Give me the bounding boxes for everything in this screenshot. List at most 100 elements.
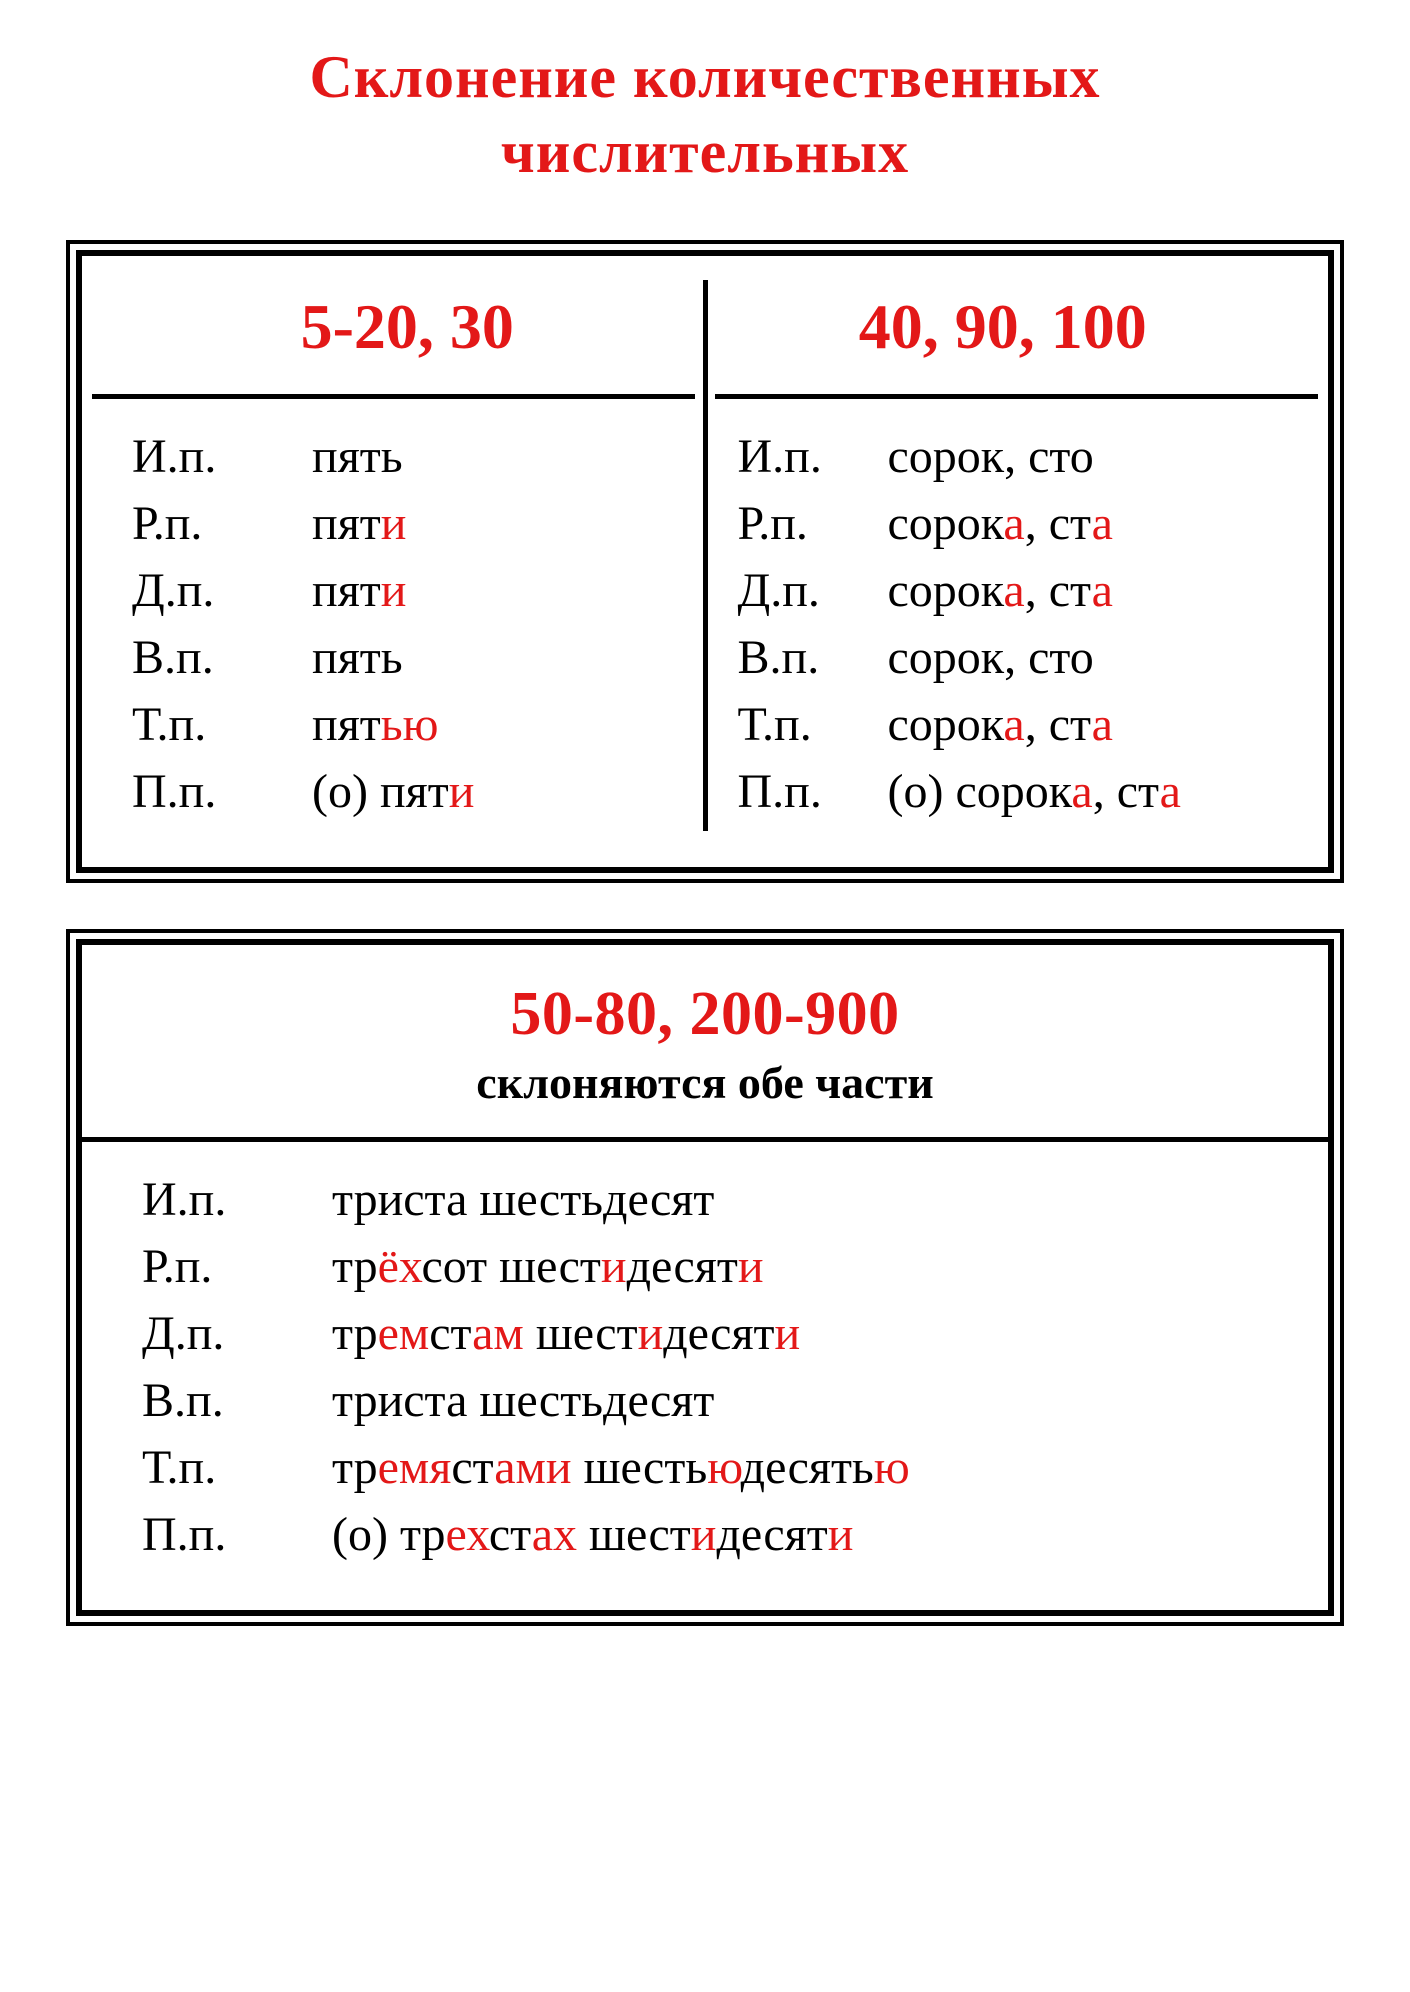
word-stem: , ст [1093,765,1160,818]
word-stem: (о) пят [312,765,449,818]
highlighted-ending: ами [494,1441,571,1494]
box-spacer [60,883,1350,929]
highlighted-ending: а [1071,765,1092,818]
word-forms: сорок, сто [888,429,1094,484]
box-2-header-sub: склоняются обе части [112,1056,1298,1109]
highlighted-ending: и [638,1307,664,1360]
case-label: Р.п. [738,496,888,551]
highlighted-ending: а [1092,564,1113,617]
declension-row: Р.п.пяти [132,496,693,551]
word-stem: сорок [888,564,1004,617]
case-label: Т.п. [132,697,282,752]
word-forms: сорока, ста [888,697,1113,752]
word-stem: тр [332,1441,378,1494]
box-2-rows: И.п.триста шестьдесятР.п.трёхсот шестиде… [112,1172,1298,1562]
highlighted-ending: и [738,1240,764,1293]
word-forms: пятью [282,697,439,752]
word-stem: шесть [572,1441,708,1494]
case-label: В.п. [132,630,282,685]
word-stem: сорок [888,497,1004,550]
header-rule [92,394,695,399]
word-stem: ст [451,1441,494,1494]
box-2-header-big: 50-80, 200-900 [112,979,1298,1050]
word-forms: трёхсот шестидесяти [312,1239,764,1294]
word-stem: , ст [1025,698,1092,751]
case-label: И.п. [132,429,282,484]
highlighted-ending: а [1092,497,1113,550]
highlighted-ending: и [381,564,407,617]
word-stem: пят [312,497,381,550]
case-label: И.п. [738,429,888,484]
case-label: Р.п. [142,1239,312,1294]
word-stem: сорок, сто [888,430,1094,483]
word-forms: (о) трехстах шестидесяти [312,1507,853,1562]
highlighted-ending: ам [472,1307,524,1360]
case-label: Р.п. [132,496,282,551]
declension-row: Т.п.сорока, ста [738,697,1289,752]
word-stem: сорок, сто [888,631,1094,684]
column-1-header: 5-20, 30 [122,290,693,364]
page-title: Склонение количественных числительных [60,40,1350,190]
highlighted-ending: а [1003,497,1024,550]
declension-row: В.п.пять [132,630,693,685]
word-forms: сорока, ста [888,496,1113,551]
word-forms: триста шестьдесят [312,1373,714,1428]
column-2: 40, 90, 100 И.п.сорок, стоР.п.сорока, ст… [708,280,1299,831]
case-label: Т.п. [738,697,888,752]
declension-row: В.п.сорок, сто [738,630,1289,685]
highlighted-ending: ю [707,1441,740,1494]
declension-row: Д.п.тремстам шестидесяти [142,1306,1298,1361]
case-label: Д.п. [132,563,282,618]
table-box-1: 5-20, 30 И.п.пятьР.п.пятиД.п.пятиВ.п.пят… [66,240,1344,883]
word-forms: тремястами шестьюдесятью [312,1440,910,1495]
case-label: И.п. [142,1172,312,1227]
declension-row: Р.п.трёхсот шестидесяти [142,1239,1298,1294]
word-stem: пять [312,430,403,483]
highlighted-ending: и [775,1307,801,1360]
case-label: В.п. [142,1373,312,1428]
highlighted-ending: ью [381,698,439,751]
word-stem: десят [716,1508,827,1561]
table-box-2: 50-80, 200-900 склоняются обе части И.п.… [66,929,1344,1626]
word-stem: десят [663,1307,774,1360]
word-stem: (о) сорок [888,765,1072,818]
word-stem: (о) тр [332,1508,446,1561]
declension-row: В.п. триста шестьдесят [142,1373,1298,1428]
word-stem: триста шестьдесят [332,1374,714,1427]
word-stem: пят [312,564,381,617]
highlighted-ending: ех [446,1508,489,1561]
declension-row: Д.п. пяти [132,563,693,618]
declension-row: Т.п.тремястами шестьюдесятью [142,1440,1298,1495]
column-1: 5-20, 30 И.п.пятьР.п.пятиД.п.пятиВ.п.пят… [112,280,708,831]
header-rule [82,1137,1328,1142]
highlighted-ending: ах [532,1508,577,1561]
case-label: П.п. [132,764,282,819]
column-2-header: 40, 90, 100 [718,290,1289,364]
word-stem: триста шестьдесят [332,1173,714,1226]
column-2-rows: И.п.сорок, стоР.п.сорока, стаД.п.сорока,… [718,429,1289,819]
highlighted-ending: и [828,1508,854,1561]
word-stem: , ст [1025,497,1092,550]
highlighted-ending: и [449,765,475,818]
title-line-1: Склонение количественных [309,44,1100,110]
highlighted-ending: а [1003,564,1024,617]
highlighted-ending: а [1092,698,1113,751]
word-stem: шест [577,1508,691,1561]
highlighted-ending: емя [378,1441,452,1494]
declension-row: Р.п.сорока, ста [738,496,1289,551]
case-label: В.п. [738,630,888,685]
word-stem: сот шест [421,1240,600,1293]
highlighted-ending: а [1003,698,1024,751]
word-stem: сорок [888,698,1004,751]
title-line-2: числительных [501,119,909,185]
word-forms: тремстам шестидесяти [312,1306,800,1361]
highlighted-ending: а [1160,765,1181,818]
word-stem: ст [489,1508,532,1561]
word-forms: сорока, ста [888,563,1113,618]
case-label: Т.п. [142,1440,312,1495]
declension-row: Д.п.сорока, ста [738,563,1289,618]
declension-row: И.п.сорок, сто [738,429,1289,484]
declension-row: П.п. (о) пяти [132,764,693,819]
word-stem: тр [332,1240,378,1293]
case-label: Д.п. [738,563,888,618]
